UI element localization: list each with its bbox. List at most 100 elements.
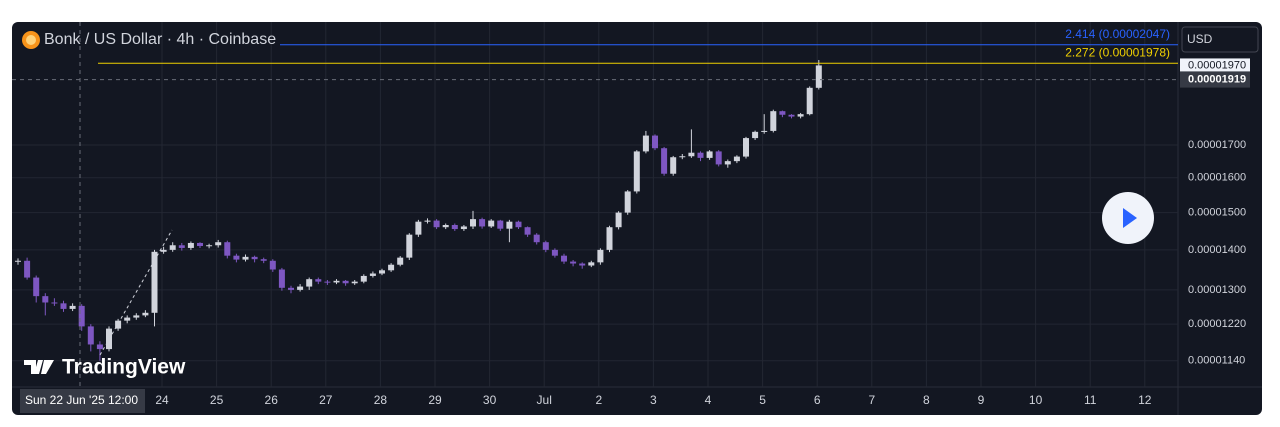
x-tick-label: 24 xyxy=(155,393,169,407)
candle-body xyxy=(451,224,458,230)
candle-body xyxy=(615,212,622,228)
x-tick-label: 26 xyxy=(265,393,279,407)
last-price-box xyxy=(1180,58,1250,72)
candle-body xyxy=(360,275,367,282)
y-tick-label: 0.00001400 xyxy=(1188,244,1246,256)
candle-body xyxy=(661,148,668,174)
candle-body xyxy=(770,111,777,131)
candle-body xyxy=(743,138,749,157)
candle-body xyxy=(788,114,795,117)
candle-body xyxy=(33,277,40,297)
candle-body xyxy=(779,111,786,115)
candle-body xyxy=(488,220,495,227)
candle-body xyxy=(479,219,486,227)
candle-body xyxy=(415,221,422,235)
candle-body xyxy=(288,287,294,290)
logo: TradingView xyxy=(62,356,186,379)
candle-body xyxy=(15,260,21,262)
candle-body xyxy=(24,260,31,278)
candles xyxy=(15,59,822,361)
x-tick-label: 28 xyxy=(374,393,388,407)
candle-body xyxy=(242,256,249,260)
candle-body xyxy=(178,245,185,248)
chart-title: Bonk / US Dollar · 4h · Coinbase xyxy=(44,31,276,48)
candle-body xyxy=(379,270,385,274)
candle-body xyxy=(642,135,649,152)
candle-body xyxy=(433,220,440,228)
crosshair-price-label: 0.00001919 xyxy=(1188,74,1246,86)
candle-body xyxy=(206,245,213,247)
candle-body xyxy=(579,263,586,266)
candle-body xyxy=(706,151,713,158)
candle-body xyxy=(733,156,740,162)
candle-body xyxy=(561,255,567,262)
x-tick-label: 7 xyxy=(868,393,875,407)
candle-body xyxy=(369,273,376,276)
candle-body xyxy=(224,242,231,256)
candle-body xyxy=(524,227,531,235)
level-label: 2.414 (0.00002047) xyxy=(1065,27,1170,41)
grid xyxy=(12,22,1178,387)
candle-body xyxy=(533,234,540,243)
candle-body xyxy=(187,242,194,248)
x-tick-label: 12 xyxy=(1138,393,1152,407)
last-price-label: 0.00001970 xyxy=(1188,59,1246,71)
x-tick-label: Jul xyxy=(537,393,552,407)
crosshair-date: Sun 22 Jun '25 xyxy=(25,393,105,407)
candle-body xyxy=(306,279,313,287)
candle-body xyxy=(715,151,722,165)
y-tick-label: 0.00001140 xyxy=(1188,355,1245,367)
candle-body xyxy=(470,219,476,227)
y-tick-label: 0.00001600 xyxy=(1188,172,1246,184)
x-tick-label: 6 xyxy=(814,393,821,407)
candle-body xyxy=(87,326,94,345)
candle-body xyxy=(606,227,613,250)
candle-body xyxy=(124,317,131,321)
candle-body xyxy=(333,280,340,283)
candle-body xyxy=(442,224,449,228)
candle-body xyxy=(542,242,549,250)
crosshair-price-box xyxy=(1180,71,1250,88)
x-tick-label: 30 xyxy=(483,393,497,407)
candle-body xyxy=(60,303,67,309)
candle-body xyxy=(570,261,577,264)
x-tick-label: 5 xyxy=(759,393,766,407)
logo-icon xyxy=(24,360,54,374)
candle-body xyxy=(670,157,677,174)
candle-body xyxy=(133,315,140,318)
play-icon xyxy=(1123,208,1137,228)
chart-panel xyxy=(12,22,1262,415)
candle-body xyxy=(406,234,413,258)
candle-body xyxy=(588,262,595,266)
candle-body xyxy=(797,114,804,117)
candle-body xyxy=(115,320,122,329)
drawing-line xyxy=(99,229,173,356)
candle-body xyxy=(761,130,768,132)
y-tick-label: 0.00001220 xyxy=(1188,318,1246,330)
candle-body xyxy=(42,296,49,303)
candle-body xyxy=(278,269,285,288)
candle-body xyxy=(351,281,358,284)
candle-body xyxy=(624,191,631,213)
candle-body xyxy=(269,260,276,270)
currency: USD xyxy=(1187,32,1213,46)
currency-box[interactable] xyxy=(1181,26,1259,53)
candle-body xyxy=(652,135,658,149)
candle-body xyxy=(197,242,203,247)
candle-body xyxy=(96,344,103,350)
candle-body xyxy=(815,65,822,88)
candle-body xyxy=(497,220,504,229)
y-tick-label: 0.00001300 xyxy=(1188,284,1246,296)
candle-body xyxy=(297,286,304,290)
candle-body xyxy=(160,249,167,252)
x-tick-label: 3 xyxy=(650,393,657,407)
x-tick-label: 27 xyxy=(319,393,333,407)
candle-body xyxy=(51,302,58,304)
x-tick-label: 4 xyxy=(705,393,712,407)
crosshair-time-box xyxy=(20,389,145,413)
x-tick-label: 11 xyxy=(1084,393,1097,407)
candle-body xyxy=(388,264,395,271)
x-tick-label: 10 xyxy=(1029,393,1043,407)
candle-body xyxy=(515,221,522,228)
